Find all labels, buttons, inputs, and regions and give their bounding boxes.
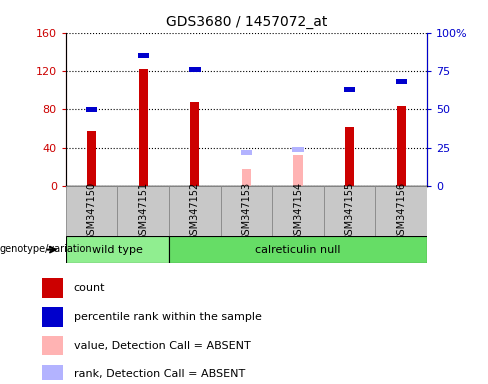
Bar xyxy=(272,186,324,236)
Bar xyxy=(221,186,272,236)
Bar xyxy=(396,79,407,84)
Bar xyxy=(42,365,62,384)
Bar xyxy=(118,186,169,236)
Bar xyxy=(139,69,148,186)
Text: genotype/variation: genotype/variation xyxy=(0,244,93,254)
Bar xyxy=(86,107,97,112)
Bar xyxy=(242,169,251,186)
Text: GSM347156: GSM347156 xyxy=(396,182,406,241)
Bar xyxy=(189,67,201,72)
Bar xyxy=(66,186,118,236)
Text: percentile rank within the sample: percentile rank within the sample xyxy=(74,312,262,322)
Title: GDS3680 / 1457072_at: GDS3680 / 1457072_at xyxy=(166,15,327,29)
Text: rank, Detection Call = ABSENT: rank, Detection Call = ABSENT xyxy=(74,369,245,379)
Text: GSM347154: GSM347154 xyxy=(293,182,303,241)
Text: GSM347150: GSM347150 xyxy=(87,182,97,241)
Bar xyxy=(42,336,62,356)
Text: GSM347153: GSM347153 xyxy=(242,182,251,241)
Bar xyxy=(293,155,303,186)
Text: wild type: wild type xyxy=(92,245,143,255)
Bar xyxy=(241,150,252,155)
Text: count: count xyxy=(74,283,105,293)
Bar xyxy=(42,307,62,326)
Text: GSM347151: GSM347151 xyxy=(138,182,148,241)
Text: value, Detection Call = ABSENT: value, Detection Call = ABSENT xyxy=(74,341,250,351)
Text: GSM347155: GSM347155 xyxy=(345,182,355,241)
Bar xyxy=(324,186,375,236)
Bar xyxy=(397,106,406,186)
Bar xyxy=(345,127,354,186)
Bar xyxy=(169,186,221,236)
Text: GSM347152: GSM347152 xyxy=(190,182,200,241)
Bar xyxy=(138,53,149,58)
Bar xyxy=(292,147,304,152)
Bar xyxy=(344,87,355,92)
Bar xyxy=(190,102,200,186)
Bar xyxy=(375,186,427,236)
Bar xyxy=(66,236,169,263)
Text: calreticulin null: calreticulin null xyxy=(255,245,341,255)
Bar xyxy=(87,131,96,186)
Bar xyxy=(169,236,427,263)
Bar xyxy=(42,278,62,298)
